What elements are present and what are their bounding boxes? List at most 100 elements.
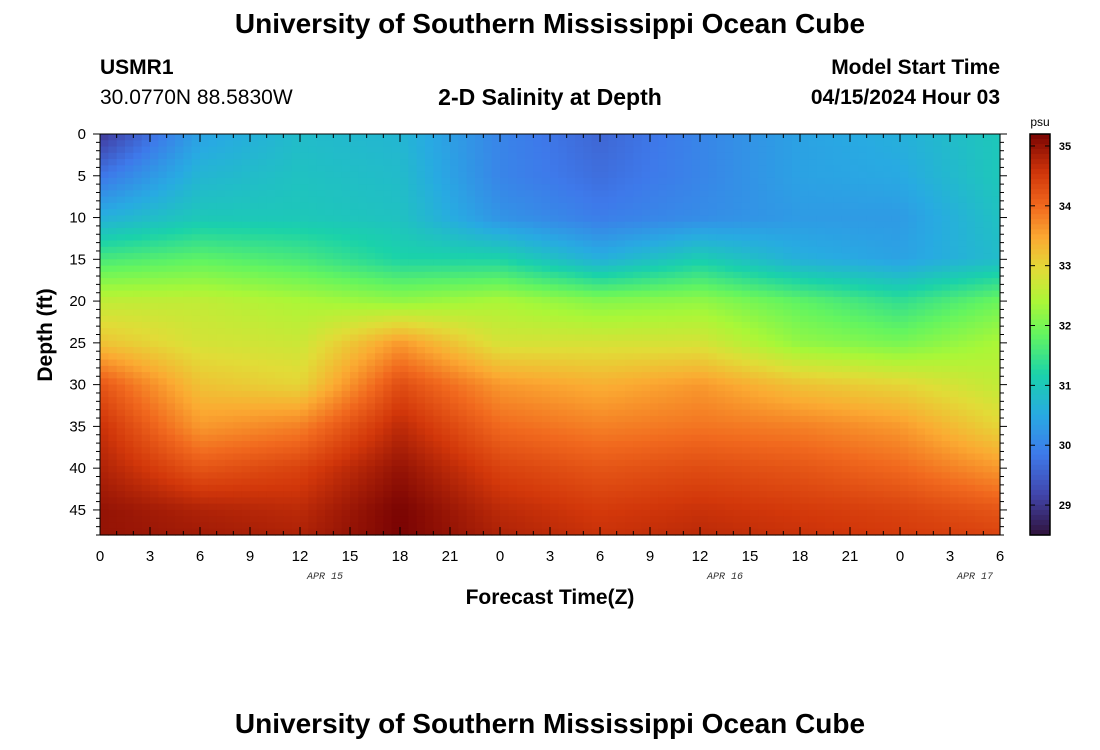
heatmap-cell: [458, 334, 468, 342]
heatmap-cell: [575, 284, 584, 292]
heatmap-cell: [616, 234, 626, 242]
heatmap-cell: [150, 227, 159, 235]
heatmap-cell: [475, 271, 484, 279]
heatmap-cell: [833, 240, 843, 248]
heatmap-cell: [216, 152, 226, 160]
heatmap-cell: [216, 209, 226, 217]
heatmap-cell: [791, 265, 801, 273]
heatmap-cell: [433, 190, 443, 198]
heatmap-cell: [983, 328, 993, 336]
heatmap-cell: [158, 184, 168, 191]
heatmap-cell: [500, 265, 509, 273]
heatmap-cell: [925, 177, 934, 185]
heatmap-cell: [183, 190, 193, 198]
heatmap-cell: [833, 359, 843, 367]
heatmap-cell: [750, 140, 759, 148]
heatmap-cell: [591, 378, 601, 386]
heatmap-cell: [833, 290, 843, 298]
heatmap-cell: [275, 165, 284, 173]
heatmap-cell: [358, 328, 368, 336]
heatmap-cell: [591, 234, 601, 242]
heatmap-cell: [491, 415, 501, 423]
heatmap-cell: [308, 353, 318, 361]
heatmap-cell: [741, 140, 751, 148]
heatmap-cell: [425, 353, 434, 361]
heatmap-cell: [775, 397, 784, 405]
heatmap-cell: [166, 284, 176, 292]
heatmap-cell: [333, 403, 343, 411]
heatmap-cell: [458, 315, 468, 323]
heatmap-cell: [800, 240, 809, 248]
heatmap-cell: [675, 284, 684, 292]
heatmap-cell: [108, 378, 118, 386]
heatmap-cell: [383, 384, 393, 392]
heatmap-cell: [308, 246, 318, 254]
heatmap-cell: [375, 171, 384, 179]
heatmap-cell: [666, 177, 676, 185]
heatmap-cell: [266, 171, 276, 179]
heatmap-cell: [866, 152, 876, 160]
heatmap-cell: [425, 177, 434, 185]
heatmap-cell: [683, 384, 693, 392]
heatmap-cell: [291, 309, 301, 317]
heatmap-cell: [816, 296, 826, 304]
heatmap-cell: [816, 347, 826, 354]
heatmap-cell: [633, 140, 643, 148]
heatmap-cell: [733, 134, 743, 141]
heatmap-cell: [408, 397, 418, 405]
heatmap-cell: [775, 184, 784, 191]
heatmap-cell: [275, 184, 284, 191]
heatmap-cell: [150, 296, 159, 304]
heatmap-cell: [125, 221, 134, 229]
heatmap-cell: [591, 303, 601, 311]
heatmap-cell: [725, 253, 734, 260]
heatmap-cell: [991, 409, 1001, 417]
heatmap-cell: [308, 140, 318, 148]
heatmap-cell: [766, 246, 776, 254]
heatmap-cell: [258, 184, 268, 191]
heatmap-cell: [875, 196, 884, 204]
heatmap-cell: [291, 409, 301, 417]
heatmap-cell: [616, 202, 626, 210]
heatmap-cell: [833, 384, 843, 392]
heatmap-cell: [666, 303, 676, 311]
heatmap-cell: [408, 284, 418, 292]
heatmap-cell: [516, 303, 526, 311]
heatmap-cell: [708, 202, 718, 210]
heatmap-cell: [608, 403, 618, 411]
heatmap-cell: [483, 253, 493, 260]
heatmap-cell: [450, 140, 459, 148]
heatmap-cell: [908, 359, 918, 367]
heatmap-cell: [550, 146, 559, 154]
heatmap-cell: [816, 177, 826, 185]
heatmap-cell: [950, 347, 959, 354]
heatmap-cell: [125, 315, 134, 323]
heatmap-cell: [916, 240, 926, 248]
heatmap-cell: [941, 159, 951, 166]
heatmap-cell: [283, 290, 293, 298]
heatmap-cell: [550, 184, 559, 191]
heatmap-cell: [466, 315, 476, 323]
heatmap-cell: [750, 152, 759, 160]
heatmap-cell: [208, 296, 218, 304]
heatmap-cell: [541, 372, 551, 379]
heatmap-cell: [500, 134, 509, 141]
heatmap-cell: [825, 397, 834, 405]
heatmap-cell: [975, 321, 984, 329]
heatmap-cell: [916, 315, 926, 323]
heatmap-cell: [800, 415, 809, 423]
heatmap-cell: [475, 177, 484, 185]
heatmap-cell: [416, 265, 426, 273]
heatmap-cell: [775, 334, 784, 342]
heatmap-cell: [308, 190, 318, 198]
heatmap-cell: [950, 403, 959, 411]
heatmap-cell: [700, 347, 709, 354]
heatmap-cell: [116, 384, 126, 392]
heatmap-cell: [416, 353, 426, 361]
heatmap-cell: [700, 221, 709, 229]
heatmap-cell: [758, 152, 768, 160]
heatmap-cell: [475, 315, 484, 323]
heatmap-cell: [850, 259, 859, 267]
heatmap-cell: [616, 134, 626, 141]
heatmap-cell: [783, 321, 793, 329]
